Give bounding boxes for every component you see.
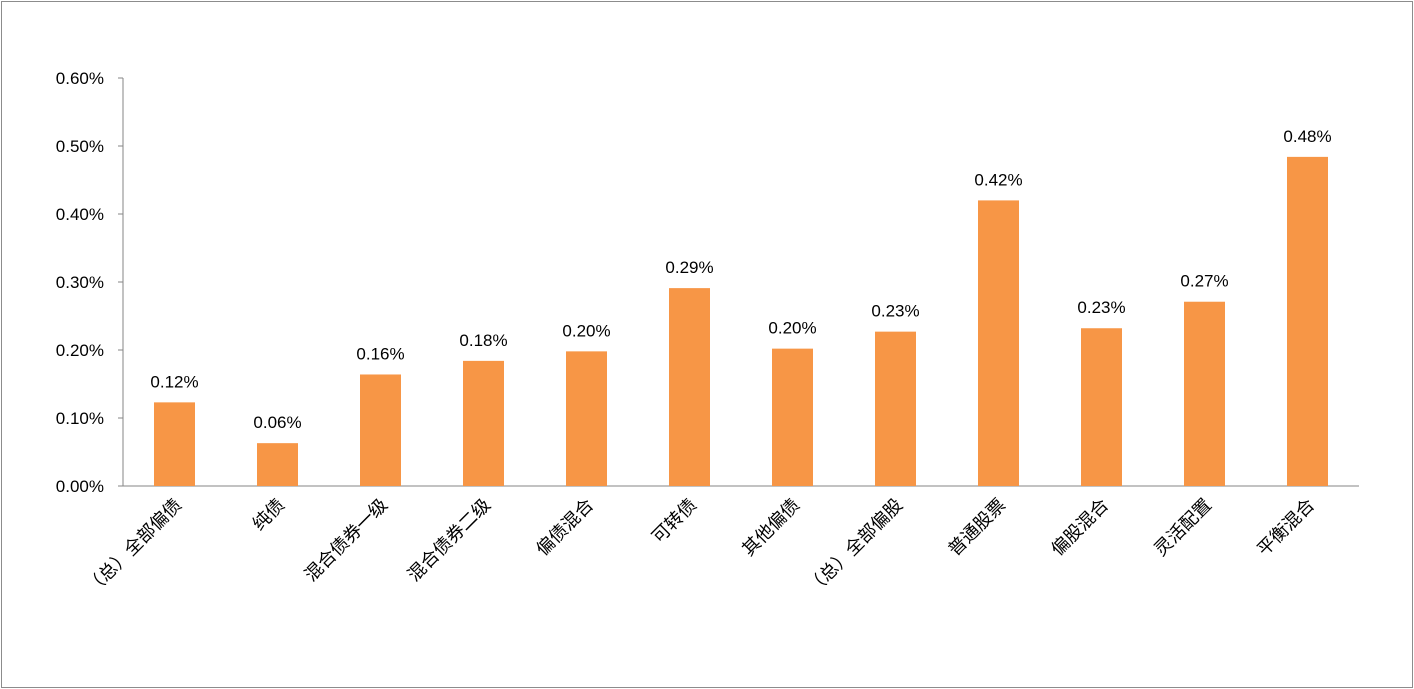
x-tick-label: 偏股混合 — [1047, 495, 1113, 561]
bar-value-label: 0.12% — [150, 372, 198, 391]
bar-value-label: 0.16% — [356, 344, 404, 363]
x-tick-label: 混合债券二级 — [404, 495, 495, 586]
data-labels: 0.12% 0.06% 0.16% 0.18% 0.20% 0.29% 0.20% 0.23%… — [150, 127, 1331, 432]
x-tick-label: 平衡混合 — [1253, 495, 1319, 561]
y-tick-label: 0.10% — [56, 409, 104, 428]
bar-value-label: 0.20% — [562, 321, 610, 340]
bar-value-label: 0.23% — [1077, 298, 1125, 317]
y-tick-label: 0.30% — [56, 273, 104, 292]
x-tick-label: 偏债混合 — [532, 495, 598, 561]
bar — [1184, 301, 1225, 486]
y-axis-ticks: 0.00% 0.10% 0.20% 0.30% 0.40% 0.50% 0.60% — [56, 69, 123, 496]
bar-value-label: 0.29% — [665, 258, 713, 277]
bar — [257, 443, 298, 486]
bar — [463, 360, 504, 486]
bar — [1081, 328, 1122, 486]
x-axis-categories: （总）全部偏债 纯债 混合债券一级 混合债券二级 偏债混合 可转债 其他偏债 （总）全部偏股普… — [82, 495, 1319, 599]
bar — [772, 348, 813, 486]
bar-value-label: 0.23% — [871, 302, 919, 321]
x-tick-label: 灵活配置 — [1150, 495, 1216, 561]
x-tick-label: （总）全部偏股 — [803, 495, 907, 599]
bar — [1287, 156, 1328, 486]
bar-value-label: 0.48% — [1283, 127, 1331, 146]
bar-value-label: 0.42% — [974, 170, 1022, 189]
bar-value-label: 0.06% — [253, 413, 301, 432]
y-tick-label: 0.50% — [56, 137, 104, 156]
bar — [360, 374, 401, 486]
y-tick-label: 0.40% — [56, 205, 104, 224]
y-tick-label: 0.00% — [56, 477, 104, 496]
bar — [566, 351, 607, 486]
bar — [875, 331, 916, 486]
x-tick-label: 混合债券一级 — [301, 495, 392, 586]
bar-value-label: 0.27% — [1180, 272, 1228, 291]
x-tick-label: 纯债 — [249, 495, 289, 535]
bar-series — [154, 156, 1328, 486]
bar — [669, 288, 710, 486]
y-tick-label: 0.20% — [56, 341, 104, 360]
x-tick-label: （总）全部偏债 — [82, 495, 186, 599]
bar — [978, 200, 1019, 486]
bar-value-label: 0.18% — [459, 331, 507, 350]
y-tick-label: 0.60% — [56, 69, 104, 88]
bar-value-label: 0.20% — [768, 319, 816, 338]
bar — [154, 402, 195, 486]
x-tick-label: 普通股票 — [944, 495, 1010, 561]
x-tick-label: 可转债 — [648, 495, 701, 548]
x-tick-label: 其他偏债 — [738, 495, 804, 561]
